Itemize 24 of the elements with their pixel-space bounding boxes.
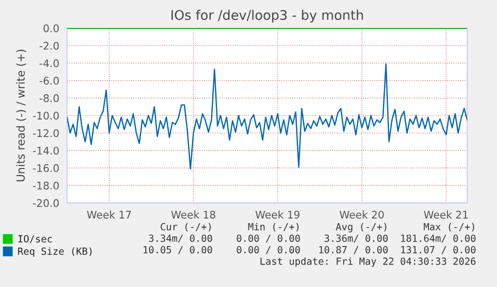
y-tick-label: -20.0 [33, 199, 59, 208]
y-tick-label: -18.0 [33, 182, 59, 190]
chart-title: IOs for /dev/loop3 - by month [172, 10, 363, 23]
y-tick-label: -8.0 [40, 94, 59, 102]
legend-label: IO/sec [18, 235, 52, 244]
text: 3.34m/ 0.00 0.00 / 0.00 3.36m/ 0.00 181.64m/ 0.00 [149, 234, 476, 243]
x-tick-label: Week 21 [424, 210, 468, 219]
x-tick-label: Week 17 [87, 210, 131, 219]
legend-label: Req Size (KB) [18, 247, 92, 257]
x-tick-label: Week 20 [340, 210, 384, 219]
y-tick-label: -14.0 [33, 146, 59, 155]
text: Cur (-/+) Min (-/+) Avg (-/+) Max (-/+) [160, 222, 474, 232]
y-tick-label: -2.0 [40, 42, 59, 50]
text: Last update: Fri May 22 04:30:33 2026 [260, 257, 476, 267]
x-tick-label: Week 19 [255, 210, 300, 219]
y-tick-label: -12.0 [33, 129, 59, 138]
x-tick-label: Week 18 [171, 210, 216, 219]
y-axis-title: Units read (-) / write (+) [16, 50, 26, 182]
y-tick-label: -4.0 [40, 59, 59, 68]
y-tick-label: -10.0 [33, 112, 59, 120]
y-tick-label: -6.0 [40, 76, 59, 85]
y-tick-label: -16.0 [33, 164, 59, 172]
y-tick-label: 0.0 [44, 24, 59, 32]
text: 10.05 / 0.00 0.00 / 0.00 10.87 / 0.00 131.07 / 0.00 [144, 246, 476, 254]
